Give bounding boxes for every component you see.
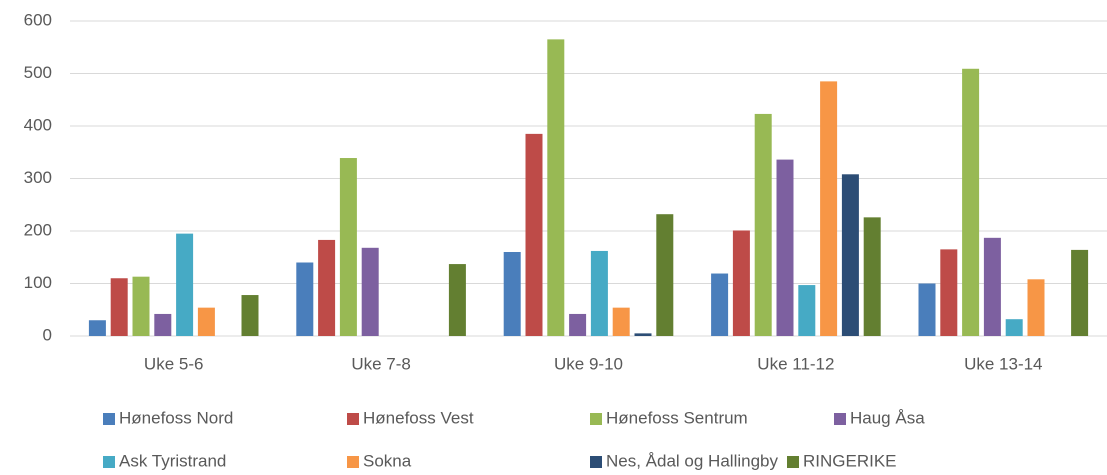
bar — [612, 307, 630, 336]
bar — [732, 230, 750, 336]
legend-swatch — [103, 456, 115, 468]
bar — [448, 264, 466, 336]
y-tick-label: 500 — [24, 63, 52, 82]
legend-swatch — [347, 413, 359, 425]
bar — [841, 174, 859, 336]
bar — [296, 262, 314, 336]
y-tick-label: 0 — [43, 325, 52, 344]
bar — [197, 307, 215, 336]
legend-swatch — [590, 456, 602, 468]
legend-label: Nes, Ådal og Hallingby — [606, 451, 778, 470]
x-tick-label: Uke 7-8 — [351, 354, 411, 373]
y-tick-label: 400 — [24, 115, 52, 134]
legend-label: Sokna — [363, 451, 412, 470]
bar — [918, 283, 936, 336]
bar — [1027, 279, 1045, 336]
x-tick-label: Uke 11-12 — [757, 354, 834, 373]
bar — [525, 133, 543, 336]
bar — [154, 313, 172, 336]
x-tick-label: Uke 13-14 — [964, 354, 1042, 373]
y-tick-label: 300 — [24, 168, 52, 187]
bar — [962, 68, 980, 337]
legend-label: Hønefoss Nord — [119, 408, 233, 427]
bar — [361, 247, 379, 336]
bar — [820, 81, 838, 336]
x-tick-label: Uke 9-10 — [554, 354, 623, 373]
legend-swatch — [590, 413, 602, 425]
legend-swatch — [103, 413, 115, 425]
bar — [776, 159, 794, 336]
legend-label: Hønefoss Vest — [363, 408, 474, 427]
legend-label: Ask Tyristrand — [119, 451, 226, 470]
bar — [754, 113, 772, 336]
bar — [547, 39, 565, 336]
bar — [940, 249, 958, 336]
bar — [132, 276, 150, 336]
bar — [503, 252, 521, 336]
bar — [241, 295, 259, 336]
x-tick-label: Uke 5-6 — [144, 354, 204, 373]
legend-swatch — [787, 456, 799, 468]
bar — [634, 333, 652, 336]
bar — [1071, 249, 1089, 336]
bar — [88, 320, 106, 336]
bar — [711, 273, 729, 336]
bar — [656, 214, 674, 336]
legend-label: Haug Åsa — [850, 408, 925, 427]
bar — [110, 278, 128, 336]
bar — [983, 237, 1001, 336]
bar — [318, 239, 336, 336]
bar — [590, 250, 608, 336]
y-tick-label: 200 — [24, 220, 52, 239]
bar — [863, 217, 881, 336]
legend-swatch — [834, 413, 846, 425]
bar — [339, 158, 357, 336]
bar — [176, 233, 194, 336]
legend-swatch — [347, 456, 359, 468]
y-tick-label: 600 — [24, 10, 52, 29]
bar — [1005, 319, 1023, 336]
bar — [798, 285, 816, 336]
legend-label: RINGERIKE — [803, 451, 897, 470]
y-tick-label: 100 — [24, 273, 52, 292]
legend-label: Hønefoss Sentrum — [606, 408, 748, 427]
bar — [569, 313, 587, 336]
